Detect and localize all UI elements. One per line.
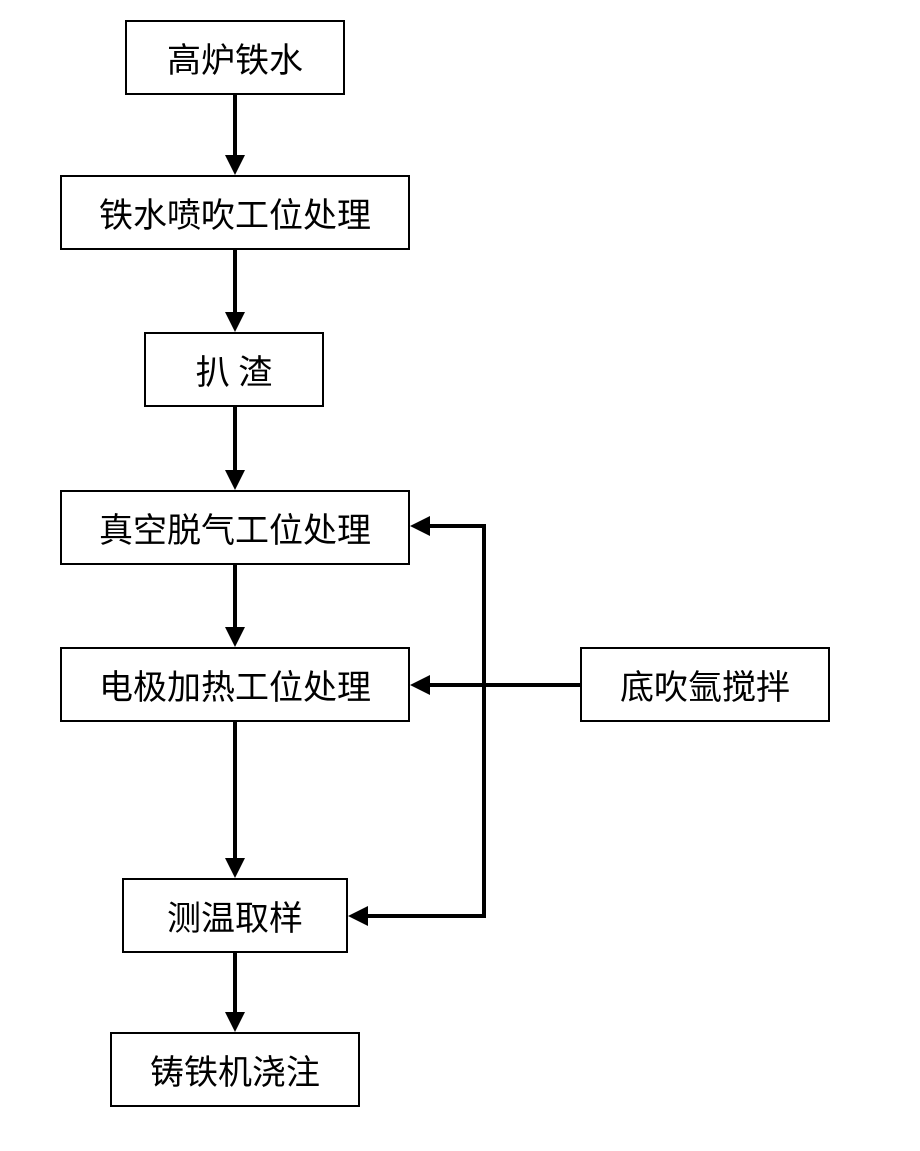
arrow-head xyxy=(348,906,368,926)
connector-line xyxy=(430,524,486,528)
arrow-head xyxy=(225,627,245,647)
node-slag-removal: 扒 渣 xyxy=(144,332,324,407)
node-label: 铸铁机浇注 xyxy=(150,1045,320,1094)
connector-line xyxy=(430,683,486,687)
arrow-head xyxy=(225,312,245,332)
arrow-head xyxy=(225,858,245,878)
arrow-line xyxy=(233,565,237,627)
arrow-head xyxy=(410,675,430,695)
arrow-line xyxy=(233,95,237,155)
arrow-head xyxy=(225,1012,245,1032)
node-vacuum-degassing: 真空脱气工位处理 xyxy=(60,490,410,565)
node-temp-sampling: 测温取样 xyxy=(122,878,348,953)
arrow-line xyxy=(233,407,237,470)
connector-line xyxy=(482,524,486,918)
node-label: 铁水喷吹工位处理 xyxy=(99,188,371,237)
node-electrode-heating: 电极加热工位处理 xyxy=(60,647,410,722)
node-label: 测温取样 xyxy=(167,891,303,940)
arrow-line xyxy=(233,722,237,858)
node-label: 电极加热工位处理 xyxy=(99,660,371,709)
node-label: 底吹氩搅拌 xyxy=(620,660,790,709)
node-blast-furnace: 高炉铁水 xyxy=(125,20,345,95)
node-injection-station: 铁水喷吹工位处理 xyxy=(60,175,410,250)
arrow-line xyxy=(233,953,237,1012)
node-label: 扒 渣 xyxy=(196,345,273,394)
arrow-head xyxy=(225,470,245,490)
node-label: 真空脱气工位处理 xyxy=(99,503,371,552)
arrow-head xyxy=(225,155,245,175)
connector-line xyxy=(482,683,580,687)
arrow-head xyxy=(410,516,430,536)
node-argon-stirring: 底吹氩搅拌 xyxy=(580,647,830,722)
arrow-line xyxy=(233,250,237,312)
node-casting: 铸铁机浇注 xyxy=(110,1032,360,1107)
node-label: 高炉铁水 xyxy=(167,33,303,82)
connector-line xyxy=(368,914,486,918)
